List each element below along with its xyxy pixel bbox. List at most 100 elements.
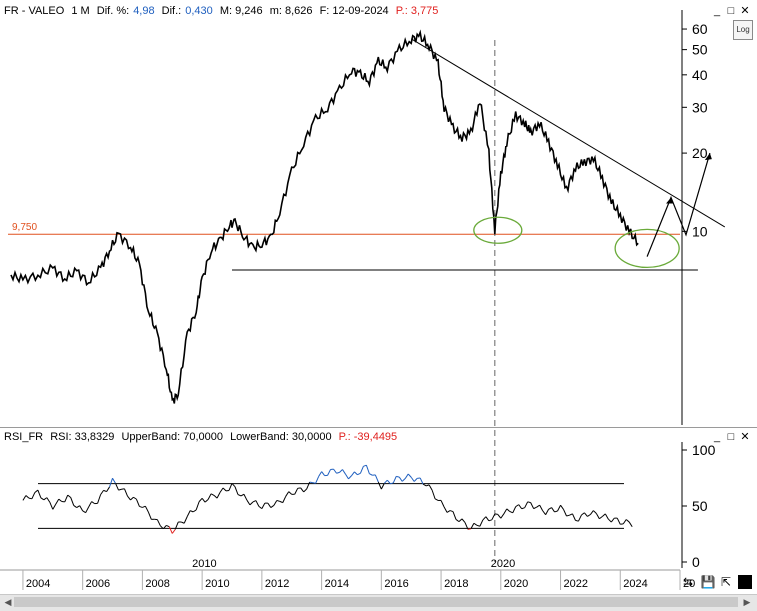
rsi-segment (405, 474, 408, 479)
export-icon[interactable]: ⇱ (718, 574, 734, 590)
rsi-segment (495, 514, 498, 515)
rsi-segment (369, 474, 372, 476)
rsi-segment (519, 505, 522, 509)
rsi-segment (89, 502, 92, 507)
rsi-segment (549, 508, 552, 510)
rsi-segment (247, 500, 250, 505)
rsi-segment (262, 503, 265, 508)
rsi-segment (453, 512, 456, 520)
rsi-segment (295, 488, 298, 494)
rsi-segment (504, 509, 507, 514)
rsi-segment (611, 518, 614, 522)
forecast-path (647, 153, 710, 257)
rsi-segment (399, 477, 402, 481)
rsi-segment (113, 478, 116, 483)
sync-icon[interactable]: ⇆ (680, 574, 696, 590)
rsi-segment (543, 511, 546, 515)
rsi-segment (316, 477, 319, 484)
rsi-segment (561, 505, 564, 509)
rsi-segment (283, 496, 286, 502)
rsi-segment (208, 494, 211, 500)
rsi-segment (337, 472, 340, 473)
date-tick-label: 2008 (145, 578, 169, 590)
rsi-segment (564, 509, 567, 516)
rsi-segment (83, 511, 86, 513)
rsi-segment (253, 501, 256, 502)
annotation-circle-2024 (615, 229, 679, 267)
rsi-segment (351, 472, 354, 476)
rsi-y-tick-label: 100 (692, 442, 716, 458)
rsi-segment (196, 502, 199, 510)
rsi-segment (381, 483, 384, 489)
rsi-segment (319, 472, 322, 477)
date-tick-label: 2010 (205, 578, 229, 590)
rsi-segment (623, 520, 626, 524)
rsi-segment (546, 509, 549, 514)
rsi-segment (507, 509, 510, 512)
rsi-segment (617, 518, 620, 524)
rsi-segment (587, 515, 590, 517)
rsi-segment (133, 497, 136, 499)
rsi-segment (274, 500, 277, 505)
rsi-segment (343, 470, 346, 475)
level-label: 9,750 (12, 222, 37, 233)
rsi-segment (65, 495, 68, 502)
rsi-segment (29, 498, 32, 499)
rsi-segment (393, 476, 396, 483)
date-tick-label: 2006 (86, 578, 110, 590)
date-tick-label: 2014 (325, 578, 349, 590)
color-swatch-icon[interactable] (738, 575, 752, 589)
rsi-segment (310, 482, 313, 483)
rsi-segment (492, 514, 495, 520)
rsi-segment (244, 494, 247, 500)
rsi-segment (593, 511, 596, 514)
rsi-segment (528, 502, 531, 503)
rsi-segment (41, 498, 44, 500)
price-y-tick-label: 60 (692, 21, 708, 37)
rsi-segment (127, 496, 130, 500)
rsi-segment (328, 469, 331, 475)
rsi-segment (250, 502, 253, 505)
rsi-segment (271, 505, 274, 507)
rsi-segment (74, 505, 77, 507)
scrollbar-thumb[interactable] (14, 597, 738, 607)
rsi-segment (301, 488, 304, 492)
rsi-segment (32, 492, 35, 498)
rsi-segment (145, 506, 148, 512)
rsi-y-tick-label: 0 (692, 554, 700, 570)
rsi-segment (107, 487, 110, 492)
rsi-segment (47, 498, 50, 503)
rsi-segment (98, 495, 101, 504)
rsi-segment (217, 492, 220, 498)
price-y-tick-label: 40 (692, 67, 708, 83)
rsi-segment (286, 492, 289, 497)
save-icon[interactable]: 💾 (700, 574, 716, 590)
scroll-left-icon[interactable]: ◀ (2, 596, 14, 608)
rsi-x-tick-label: 2020 (491, 558, 515, 570)
date-tick-label: 2020 (504, 578, 528, 590)
rsi-segment (408, 474, 411, 477)
rsi-segment (223, 488, 226, 491)
rsi-segment (626, 520, 629, 523)
rsi-segment (599, 516, 602, 518)
rsi-segment (304, 489, 307, 492)
rsi-segment (259, 506, 262, 508)
rsi-segment (23, 496, 26, 501)
rsi-segment (414, 478, 417, 481)
rsi-segment (139, 506, 142, 507)
rsi-segment (456, 519, 459, 521)
rsi-segment (441, 500, 444, 506)
rsi-segment (68, 495, 71, 497)
rsi-segment (166, 525, 169, 526)
rsi-segment (92, 502, 95, 504)
rsi-segment (572, 514, 575, 521)
rsi-segment (345, 474, 348, 479)
rsi-segment (552, 508, 555, 512)
scroll-right-icon[interactable]: ▶ (741, 596, 753, 608)
rsi-segment (116, 483, 119, 490)
rsi-segment (366, 465, 369, 474)
rsi-segment (477, 525, 480, 526)
rsi-segment (187, 511, 190, 517)
rsi-segment (35, 490, 38, 492)
